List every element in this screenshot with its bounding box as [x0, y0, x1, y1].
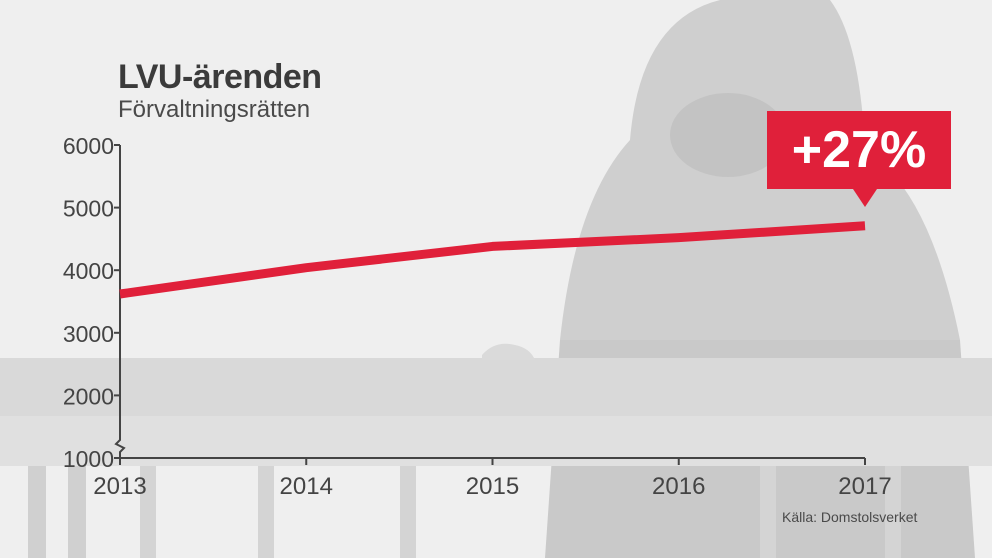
x-tick-label: 2016	[652, 473, 705, 500]
source-note: Källa: Domstolsverket	[782, 509, 918, 525]
y-tick-label: 6000	[63, 133, 114, 159]
chart-subtitle: Förvaltningsrätten	[118, 96, 311, 123]
y-tick-label: 1000	[63, 446, 114, 472]
change-badge-pointer	[853, 189, 877, 207]
y-tick-label: 5000	[63, 196, 114, 222]
series-line	[119, 221, 866, 299]
chart-title: LVU-ärenden	[118, 58, 322, 96]
y-tick-label: 2000	[63, 383, 114, 409]
change-badge: +27%	[767, 111, 951, 189]
x-tick-label: 2017	[838, 473, 891, 500]
x-tick-label: 2015	[466, 473, 519, 500]
y-tick-label: 4000	[63, 258, 114, 284]
y-axis-line	[114, 145, 126, 458]
x-tick-label: 2013	[93, 473, 146, 500]
y-tick-label: 3000	[63, 321, 114, 347]
x-tick-label: 2014	[280, 473, 333, 500]
